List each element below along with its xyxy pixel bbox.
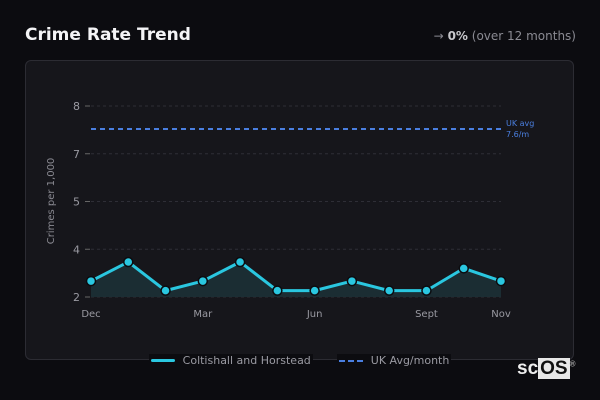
change-summary: → 0% (over 12 months) — [434, 29, 576, 43]
data-point — [197, 275, 209, 287]
legend-item-uk-avg[interactable]: UK Avg/month — [336, 354, 452, 367]
legend-label: UK Avg/month — [370, 354, 450, 367]
series-line — [90, 260, 502, 293]
y-tick-label: 2 — [73, 291, 80, 304]
data-point — [458, 263, 469, 274]
y-tick-label: 8 — [73, 100, 80, 113]
legend-swatch-dashed — [338, 359, 363, 362]
x-tick-label: Mar — [193, 309, 213, 320]
data-point — [383, 285, 395, 296]
y-axis-label: Crimes per 1,000 — [46, 158, 57, 245]
legend: Coltishall and Horstead UK Avg/month — [0, 354, 600, 367]
data-point — [160, 285, 171, 296]
change-value: 0% — [447, 29, 468, 43]
data-point — [234, 256, 246, 268]
y-tick-label: 4 — [73, 243, 80, 256]
series-area — [91, 261, 501, 297]
data-point — [309, 285, 320, 296]
data-point — [85, 275, 97, 287]
data-point — [346, 275, 358, 287]
data-point — [272, 285, 283, 296]
trend-arrow-icon: → — [433, 29, 444, 43]
legend-item-series[interactable]: Coltishall and Horstead — [148, 354, 313, 367]
change-period: (over 12 months) — [471, 29, 576, 43]
y-tick-label: 7 — [73, 148, 80, 161]
data-point — [421, 285, 432, 296]
y-tick-label: 5 — [73, 196, 80, 209]
x-tick-label: Sept — [415, 309, 438, 320]
uk-avg-label: UK avg — [506, 119, 534, 128]
legend-swatch-solid — [150, 359, 175, 362]
chart-card — [25, 60, 574, 360]
scos-logo: sc OS ® — [517, 358, 576, 379]
x-tick-label: Dec — [81, 309, 100, 320]
data-point — [123, 256, 134, 268]
uk-avg-value-label: 7.6/m — [506, 130, 529, 139]
data-point — [495, 275, 507, 287]
x-tick-label: Jun — [306, 309, 323, 320]
x-tick-label: Nov — [491, 309, 511, 320]
legend-label: Coltishall and Horstead — [182, 354, 311, 367]
chart-title: Crime Rate Trend — [25, 25, 191, 45]
